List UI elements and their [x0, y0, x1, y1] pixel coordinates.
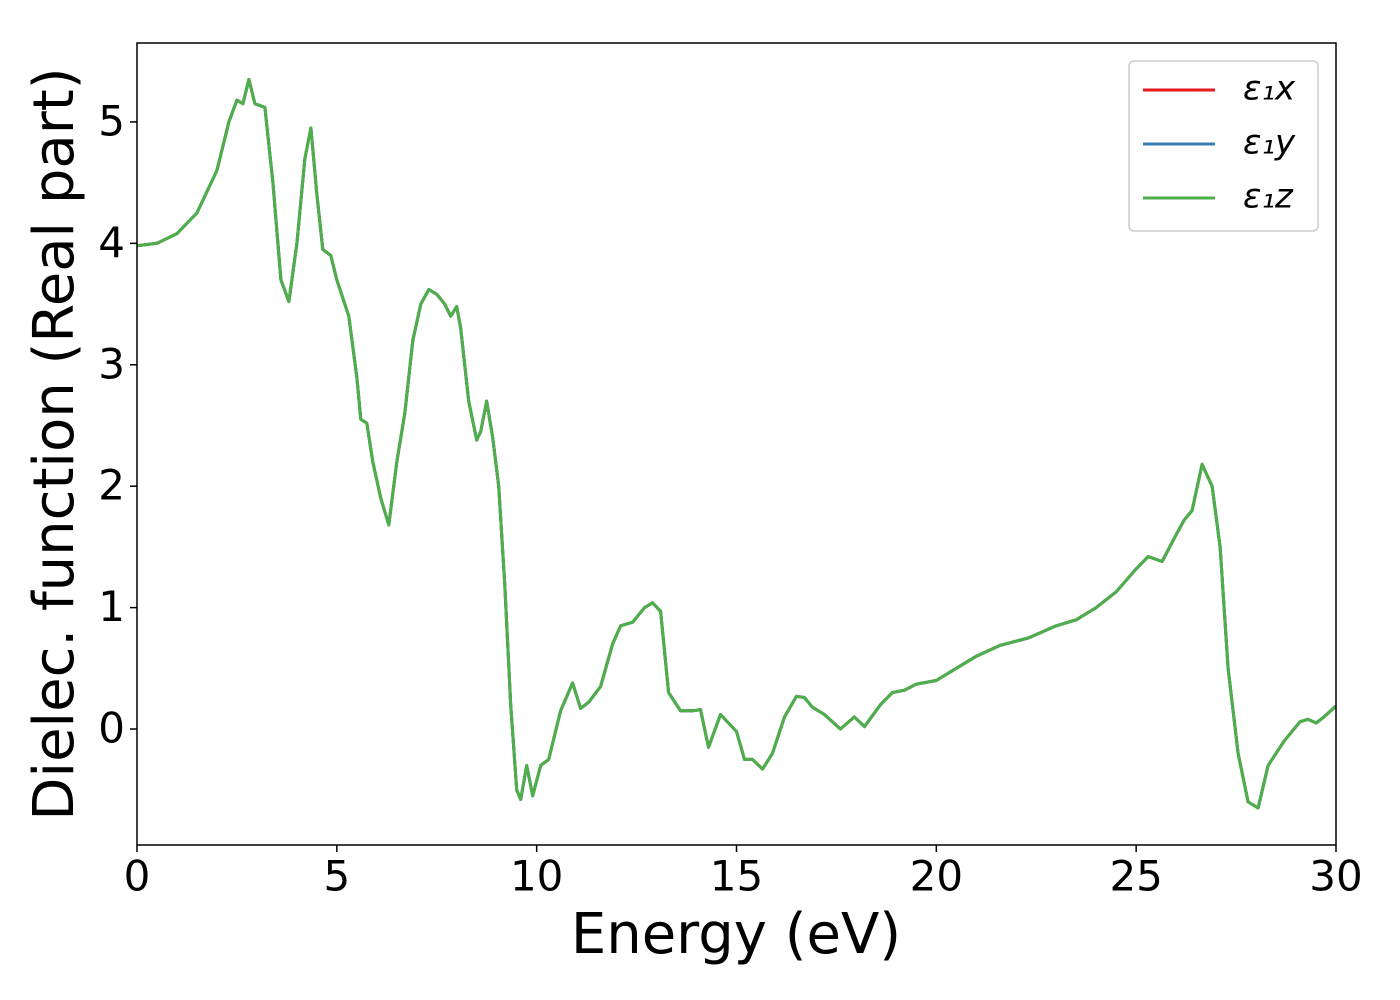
x-tick-label: 20 — [910, 852, 963, 901]
y-tick-label: 2 — [98, 461, 125, 510]
x-tick-label: 5 — [323, 852, 350, 901]
legend-label: ε₁x — [1243, 69, 1296, 109]
y-tick-label: 0 — [98, 704, 125, 753]
y-tick-label: 4 — [98, 218, 125, 267]
y-tick-label: 5 — [98, 96, 125, 145]
y-axis-label: Dielec. function (Real part) — [22, 67, 87, 820]
legend-label: ε₁y — [1243, 123, 1296, 163]
x-axis-label: Energy (eV) — [571, 902, 901, 967]
y-tick-label: 1 — [98, 582, 125, 631]
legend-box — [1128, 60, 1319, 232]
plot-frame — [136, 42, 1337, 846]
x-tick-label: 0 — [124, 852, 151, 901]
x-tick-label: 15 — [710, 852, 763, 901]
x-tick-label: 25 — [1109, 852, 1162, 901]
series-line — [136, 77, 1338, 810]
x-tick-label: 30 — [1309, 852, 1362, 901]
x-tick-label: 10 — [510, 852, 563, 901]
y-tick-label: 3 — [98, 339, 125, 388]
legend-label: ε₁z — [1243, 177, 1294, 217]
